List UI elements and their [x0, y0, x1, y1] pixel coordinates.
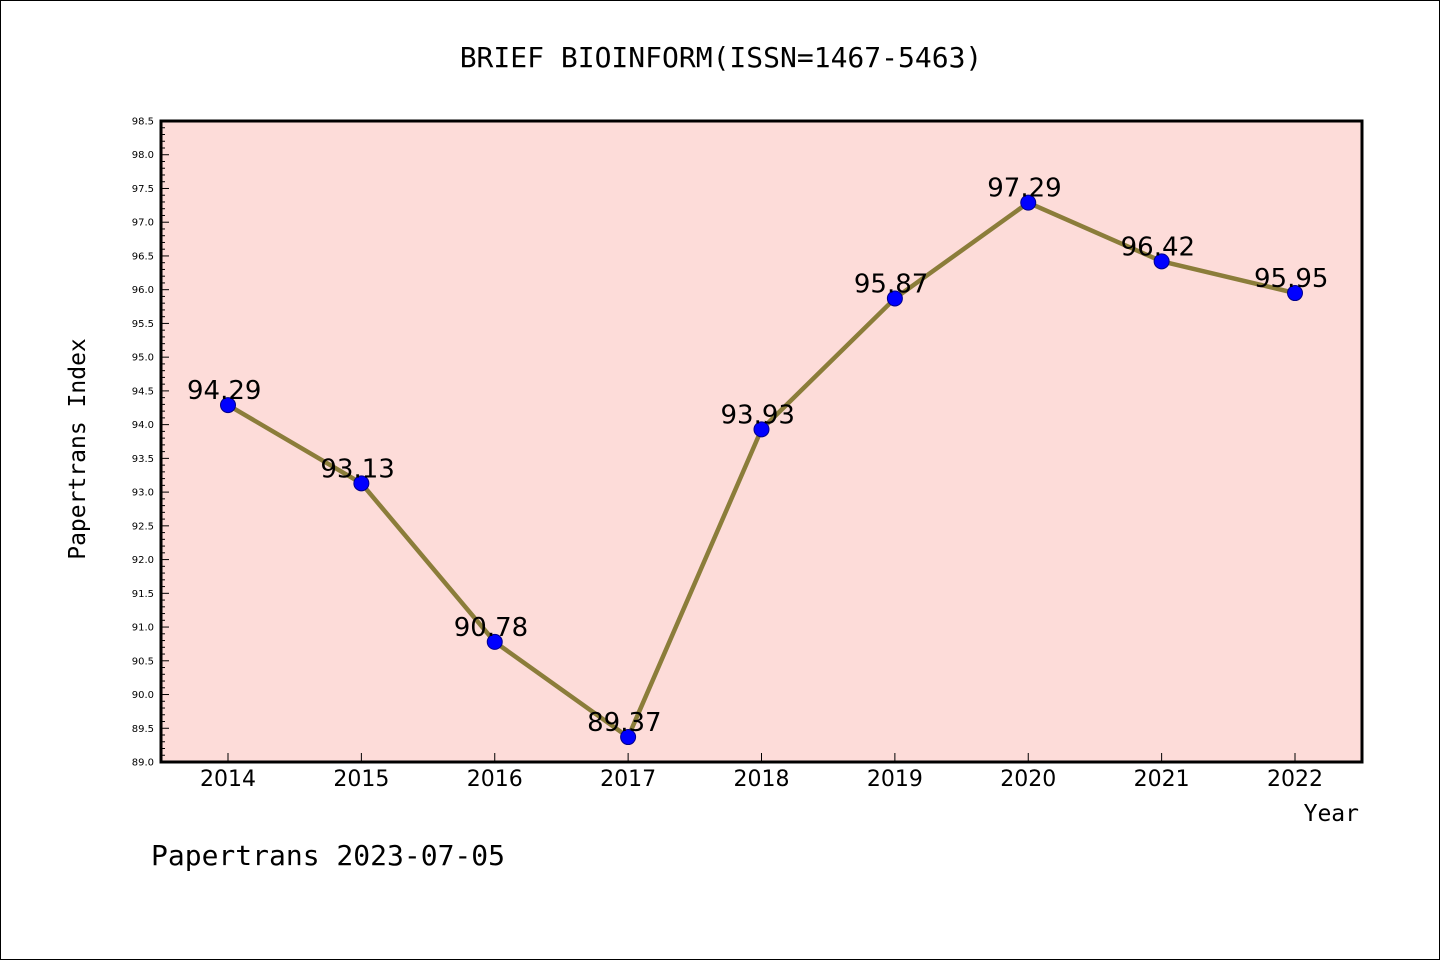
data-point-marker — [1287, 285, 1303, 302]
x-tick-label: 2016 — [467, 767, 523, 792]
y-tick-label: 97.0 — [132, 218, 154, 229]
data-point-marker — [486, 633, 503, 650]
y-tick-label: 92.0 — [132, 555, 154, 566]
x-tick-label: 2017 — [600, 767, 656, 792]
y-tick-label: 91.0 — [132, 623, 154, 634]
y-tick-label: 96.5 — [132, 251, 154, 262]
y-axis-ticks: 89.0 89.5 90.0 90.5 91.0 91.5 92.0 92.5 93.0 93.5… — [132, 117, 169, 769]
x-tick-label: 2018 — [734, 767, 790, 792]
y-tick-label: 90.0 — [132, 690, 154, 701]
y-tick-label: 89.5 — [132, 724, 154, 735]
data-point-marker — [1020, 194, 1037, 211]
y-tick-label: 95.5 — [132, 319, 154, 330]
data-series: 94.29 93.13 90.78 89.37 93.93 95.87 97.29 96.42… — [187, 174, 1328, 746]
plot-area — [161, 121, 1362, 762]
y-tick-label: 95.0 — [132, 353, 154, 364]
y-tick-label: 94.0 — [132, 420, 154, 431]
y-tick-label: 90.5 — [132, 656, 154, 667]
y-tick-label: 91.5 — [132, 589, 154, 600]
data-label: 93.93 — [721, 400, 795, 430]
x-tick-label: 2021 — [1134, 767, 1190, 792]
y-tick-label: 93.0 — [132, 488, 154, 499]
x-tick-label: 2015 — [333, 767, 389, 792]
plot-border — [159, 119, 1364, 764]
y-tick-label: 93.5 — [132, 454, 154, 465]
y-tick-label: 92.5 — [132, 521, 154, 532]
data-point-marker — [753, 421, 770, 438]
data-point-marker — [1153, 253, 1170, 270]
chart-title: BRIEF BIOINFORM(ISSN=1467-5463) — [460, 41, 983, 74]
data-label: 96.42 — [1121, 232, 1195, 262]
y-tick-label: 94.5 — [132, 386, 154, 397]
data-point-marker — [353, 475, 370, 492]
y-tick-label: 89.0 — [132, 758, 154, 769]
y-tick-label: 97.5 — [132, 184, 154, 195]
data-point-marker — [886, 290, 903, 307]
y-tick-label: 98.5 — [132, 117, 154, 128]
x-tick-label: 2020 — [1000, 767, 1056, 792]
footer-watermark-text: Papertrans 2023-07-05 — [151, 839, 505, 872]
data-label: 90.78 — [454, 613, 528, 643]
y-tick-label: 96.0 — [132, 285, 154, 296]
y-axis-label: Papertrans Index — [65, 338, 91, 560]
data-label: 89.37 — [587, 708, 661, 738]
data-point-marker — [220, 397, 236, 414]
data-label: 93.13 — [320, 454, 394, 484]
x-tick-label: 2014 — [200, 767, 256, 792]
data-label: 95.87 — [854, 269, 928, 299]
x-tick-label: 2019 — [867, 767, 923, 792]
data-label: 95.95 — [1254, 264, 1328, 294]
x-axis-ticks: 2014 2015 2016 2017 2018 2019 2020 2021 2022 — [200, 753, 1323, 792]
data-label: 97.29 — [987, 174, 1061, 204]
data-point-marker — [620, 729, 637, 746]
y-tick-label: 98.0 — [132, 150, 154, 161]
x-axis-label: Year — [1304, 801, 1359, 827]
x-tick-label: 2022 — [1267, 767, 1323, 792]
data-label: 94.29 — [187, 376, 261, 406]
